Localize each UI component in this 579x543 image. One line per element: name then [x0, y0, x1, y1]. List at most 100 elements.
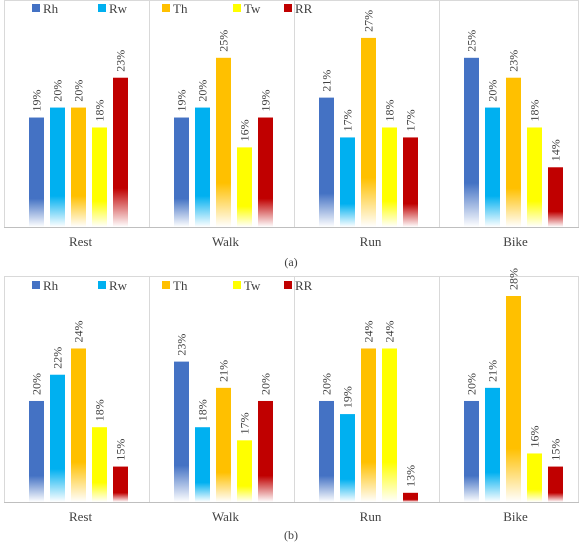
category-tick-label: Walk — [212, 509, 240, 524]
data-label: 19% — [341, 386, 355, 408]
bar-bike-tw — [527, 127, 542, 227]
legend-swatch — [233, 4, 241, 12]
bar-run-rw — [340, 414, 355, 502]
data-label: 20% — [30, 373, 44, 395]
chart-b: 20% 22% 24% 18% 15% Rest 23% 18% 21% 17% 20% Walk 20… — [4, 268, 579, 542]
bar-run-rw — [340, 137, 355, 227]
bar-bike-rr — [548, 167, 563, 227]
data-label: 24% — [362, 320, 376, 342]
data-label: 20% — [72, 80, 86, 102]
data-label: 18% — [93, 99, 107, 121]
legend-label: Th — [173, 278, 188, 293]
data-label: 23% — [507, 50, 521, 72]
bar-rest-rh — [29, 400, 44, 502]
legend-label: Th — [173, 1, 188, 16]
data-label: 17% — [404, 109, 418, 131]
data-label: 15% — [549, 439, 563, 461]
data-label: 28% — [507, 268, 521, 290]
data-label: 24% — [383, 320, 397, 342]
legend-swatch — [32, 281, 40, 289]
legend-item-rh: Rh — [32, 1, 59, 16]
legend-item-rr: RR — [284, 278, 313, 293]
bar-walk-rr — [258, 400, 273, 502]
bar-rest-th — [71, 348, 86, 502]
bar-walk-rw — [195, 107, 210, 227]
legend-item-th: Th — [162, 1, 188, 16]
category-tick-label: Walk — [212, 234, 240, 249]
legend-label: Tw — [244, 278, 261, 293]
data-label: 21% — [320, 70, 334, 92]
legend-label: Rh — [43, 278, 59, 293]
bar-run-rr — [403, 137, 418, 227]
legend-label: RR — [295, 1, 313, 16]
bar-walk-rh — [174, 361, 189, 502]
figure-caption: (b) — [284, 528, 298, 542]
data-label: 20% — [196, 80, 210, 102]
data-label: 20% — [486, 80, 500, 102]
category-tick-label: Rest — [69, 509, 93, 524]
bar-rest-rh — [29, 117, 44, 227]
bar-walk-rw — [195, 427, 210, 502]
data-label: 18% — [93, 399, 107, 421]
legend-swatch — [98, 4, 106, 12]
category-tick-label: Rest — [69, 234, 93, 249]
legend-item-tw: Tw — [233, 1, 261, 16]
legend-label: RR — [295, 278, 313, 293]
data-label: 23% — [175, 334, 189, 356]
legend-item-rw: Rw — [98, 1, 128, 16]
legend-label: Rh — [43, 1, 59, 16]
legend-swatch — [233, 281, 241, 289]
data-label: 17% — [238, 412, 252, 434]
figure-caption: (a) — [284, 255, 297, 269]
bar-bike-th — [506, 296, 521, 502]
data-label: 15% — [114, 439, 128, 461]
legend-swatch — [162, 281, 170, 289]
data-label: 21% — [217, 360, 231, 382]
data-label: 17% — [341, 109, 355, 131]
data-label: 20% — [320, 373, 334, 395]
data-label: 24% — [72, 320, 86, 342]
bar-walk-th — [216, 57, 231, 227]
data-label: 21% — [486, 360, 500, 382]
bar-rest-tw — [92, 127, 107, 227]
legend-label: Rw — [109, 278, 128, 293]
category-tick-label: Run — [360, 234, 382, 249]
bar-bike-rw — [485, 387, 500, 502]
bar-walk-rr — [258, 117, 273, 227]
legend-swatch — [32, 4, 40, 12]
legend-label: Rw — [109, 1, 128, 16]
category-tick-label: Bike — [503, 509, 528, 524]
legend-label: Tw — [244, 1, 261, 16]
bar-run-tw — [382, 127, 397, 227]
bar-rest-rr — [113, 466, 128, 502]
bar-rest-tw — [92, 427, 107, 502]
data-label: 18% — [383, 99, 397, 121]
data-label: 25% — [217, 30, 231, 52]
data-label: 20% — [51, 80, 65, 102]
chart-a: 19% 20% 20% 18% 23% Rest 19% 20% 25% 16% 19% Walk 21… — [4, 0, 579, 269]
data-label: 20% — [259, 373, 273, 395]
bar-rest-rw — [50, 374, 65, 502]
legend-item-rw: Rw — [98, 278, 128, 293]
bar-walk-tw — [237, 147, 252, 227]
bar-rest-rr — [113, 77, 128, 227]
legend-item-rh: Rh — [32, 278, 59, 293]
bar-walk-th — [216, 387, 231, 502]
data-label: 19% — [259, 90, 273, 112]
bar-run-th — [361, 37, 376, 228]
data-label: 14% — [549, 139, 563, 161]
bar-bike-rh — [464, 57, 479, 227]
data-label: 25% — [465, 30, 479, 52]
data-label: 18% — [528, 99, 542, 121]
data-label: 16% — [238, 119, 252, 141]
bar-walk-tw — [237, 440, 252, 502]
bar-run-rr — [403, 492, 418, 502]
bar-bike-tw — [527, 453, 542, 502]
legend-swatch — [98, 281, 106, 289]
legend-item-tw: Tw — [233, 278, 261, 293]
legend-item-rr: RR — [284, 1, 313, 16]
category-tick-label: Bike — [503, 234, 528, 249]
data-label: 20% — [465, 373, 479, 395]
bar-run-th — [361, 348, 376, 502]
